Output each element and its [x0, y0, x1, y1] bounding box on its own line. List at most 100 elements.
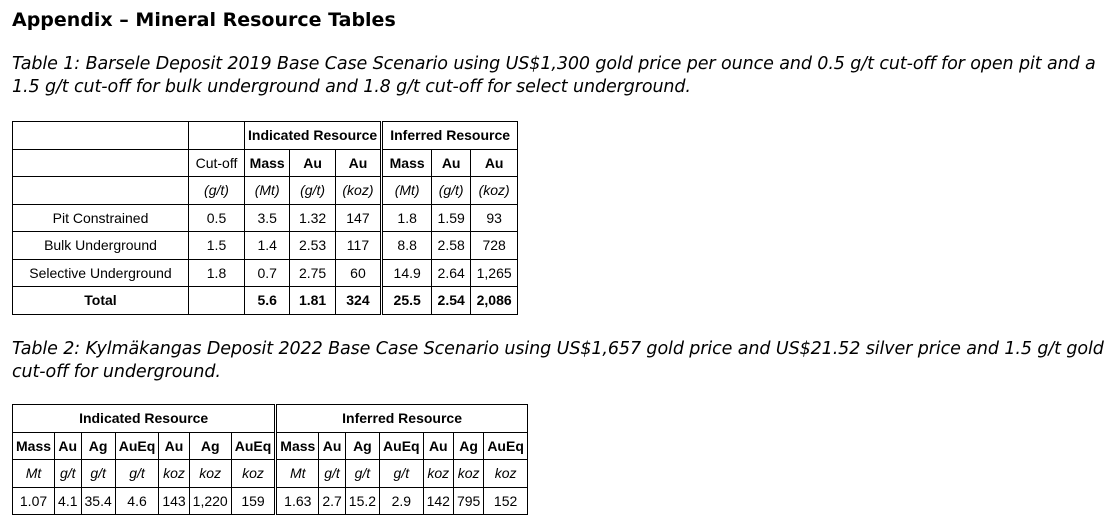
table2-cell: 1.63 — [274, 486, 320, 515]
table2-cell: 152 — [483, 486, 528, 515]
table1-row-label: Pit Constrained — [12, 203, 189, 232]
table2-unit-cell: g/t — [54, 459, 82, 488]
table1-cell: 2.58 — [431, 231, 472, 260]
table1-group-row: Indicated Resource Inferred Resource — [12, 121, 519, 150]
table1-row-selective-underground: Selective Underground 1.8 0.7 2.75 60 14… — [12, 258, 519, 287]
page-heading: Appendix – Mineral Resource Tables — [12, 9, 396, 31]
table1-unit-cell: (Mt) — [380, 176, 433, 205]
table1-header-row: Cut-off Mass Au Au Mass Au Au — [12, 148, 519, 177]
table1-total-cell: 25.5 — [380, 286, 433, 315]
table1-unit-cell: (g/t) — [431, 176, 472, 205]
table2-unit-cell: g/t — [80, 459, 116, 488]
table1-total-cell: 1.81 — [289, 286, 336, 315]
table1-cell: 2.64 — [431, 258, 472, 287]
table1-header-cell: Cut-off — [188, 148, 245, 177]
table1-cell: 147 — [334, 203, 383, 232]
barsele-resource-table: Indicated Resource Inferred Resource Cut… — [12, 121, 519, 315]
table1-cell: 0.7 — [243, 258, 291, 287]
table1-unit-cell: (g/t) — [289, 176, 336, 205]
table1-total-row: Total 5.6 1.81 324 25.5 2.54 2,086 — [12, 286, 519, 315]
table1-row-label: Selective Underground — [12, 258, 189, 287]
table2-header-cell: Ag — [452, 431, 485, 460]
table1-total-cell: 5.6 — [243, 286, 291, 315]
table1-cell: 728 — [470, 231, 519, 260]
table1-empty-cell — [188, 121, 245, 150]
table2-unit-cell: Mt — [11, 459, 56, 488]
table1-cell: 3.5 — [243, 203, 291, 232]
table2-header-cell: Au — [422, 431, 454, 460]
table1-header-cell: Au — [431, 148, 472, 177]
table2-unit-cell: koz — [452, 459, 485, 488]
table1-caption: Table 1: Barsele Deposit 2019 Base Case … — [12, 54, 1096, 97]
table2-group-row: Indicated Resource Inferred Resource — [11, 404, 528, 433]
table1-units-row: (g/t) (Mt) (g/t) (koz) (Mt) (g/t) (koz) — [12, 176, 519, 205]
table2-cell: 4.1 — [54, 486, 82, 515]
table2-unit-cell: Mt — [274, 459, 320, 488]
table1-cell: 1.32 — [289, 203, 336, 232]
table1-cell: 2.53 — [289, 231, 336, 260]
table1-total-cell: 2,086 — [470, 286, 519, 315]
table2-unit-cell: g/t — [379, 459, 424, 488]
table1-total-cell: 324 — [334, 286, 383, 315]
table2-header-cell: Au — [54, 431, 82, 460]
table1-cell: 2.75 — [289, 258, 336, 287]
table2-unit-cell: koz — [230, 459, 277, 488]
table2-cell: 143 — [158, 486, 190, 515]
table2-cell: 1.07 — [11, 486, 56, 515]
table2-header-cell: AuEq — [230, 431, 277, 460]
table2-cell: 35.4 — [80, 486, 116, 515]
table1-total-cell: 2.54 — [431, 286, 472, 315]
table2-unit-cell: g/t — [318, 459, 346, 488]
table1-cell: 1.5 — [188, 231, 245, 260]
table1-cell: 117 — [334, 231, 383, 260]
table1-cell: 1.8 — [188, 258, 245, 287]
table1-total-cell — [188, 286, 245, 315]
table1-empty-cell — [12, 148, 189, 177]
table2-values-row: 1.07 4.1 35.4 4.6 143 1,220 159 1.63 2.7… — [11, 486, 528, 515]
table2-header-cell: Au — [158, 431, 190, 460]
table2-cell: 4.6 — [114, 486, 160, 515]
table1-unit-cell: (koz) — [334, 176, 383, 205]
table1-cell: 1.4 — [243, 231, 291, 260]
table1-inferred-group: Inferred Resource — [380, 121, 519, 150]
kylmakangas-resource-table: Indicated Resource Inferred Resource Mas… — [11, 404, 528, 515]
table2-cell: 2.9 — [379, 486, 424, 515]
table1-cell: 0.5 — [188, 203, 245, 232]
table2-unit-cell: koz — [483, 459, 528, 488]
table2-header-cell: Ag — [344, 431, 381, 460]
table1-cell: 1,265 — [470, 258, 519, 287]
table1-cell: 14.9 — [380, 258, 433, 287]
table1-header-cell: Au — [334, 148, 383, 177]
table1-header-cell: Au — [470, 148, 519, 177]
table1-cell: 1.59 — [431, 203, 472, 232]
table2-indicated-group: Indicated Resource — [11, 404, 277, 433]
table2-units-row: Mt g/t g/t g/t koz koz koz Mt g/t g/t g/… — [11, 459, 528, 488]
table2-unit-cell: g/t — [114, 459, 160, 488]
table1-cell: 1.8 — [380, 203, 433, 232]
table2-caption: Table 2: Kylmäkangas Deposit 2022 Base C… — [12, 339, 1104, 382]
table2-cell: 795 — [452, 486, 485, 515]
table2-cell: 142 — [422, 486, 454, 515]
table1-empty-cell — [12, 176, 189, 205]
table2-cell: 1,220 — [188, 486, 232, 515]
table2-header-cell: Ag — [188, 431, 232, 460]
table1-header-cell: Mass — [243, 148, 291, 177]
table2-header-row: Mass Au Ag AuEq Au Ag AuEq Mass Au Ag Au… — [11, 431, 528, 460]
table2-unit-cell: koz — [422, 459, 454, 488]
table2-cell: 159 — [230, 486, 277, 515]
table2-inferred-group: Inferred Resource — [274, 404, 528, 433]
table2-unit-cell: koz — [188, 459, 232, 488]
table1-total-label: Total — [12, 286, 189, 315]
table2-header-cell: Ag — [80, 431, 116, 460]
table2-unit-cell: koz — [158, 459, 190, 488]
table1-cell: 60 — [334, 258, 383, 287]
table2-header-cell: AuEq — [379, 431, 424, 460]
table1-empty-cell — [12, 121, 189, 150]
table1-row-bulk-underground: Bulk Underground 1.5 1.4 2.53 117 8.8 2.… — [12, 231, 519, 260]
table2-cell: 15.2 — [344, 486, 381, 515]
table1-row-label: Bulk Underground — [12, 231, 189, 260]
table1-row-pit-constrained: Pit Constrained 0.5 3.5 1.32 147 1.8 1.5… — [12, 203, 519, 232]
table1-header-cell: Au — [289, 148, 336, 177]
table2-cell: 2.7 — [318, 486, 346, 515]
table1-header-cell: Mass — [380, 148, 433, 177]
